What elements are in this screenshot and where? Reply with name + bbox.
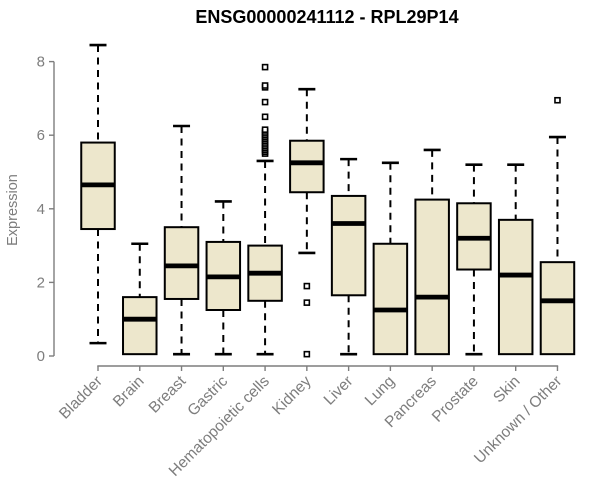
- y-tick-label-0: 0: [37, 348, 45, 365]
- outlier-marker-unknown-other: [554, 96, 561, 104]
- y-tick-label-6: 6: [37, 127, 45, 144]
- outlier-marker-hematopoietic-cells: [261, 63, 269, 71]
- outlier-marker-kidney: [303, 350, 311, 358]
- outlier-marker-hematopoietic-cells: [261, 126, 269, 133]
- outlier-marker-hematopoietic-cells: [261, 113, 269, 121]
- box-breast: [163, 226, 200, 300]
- outlier-marker-hematopoietic-cells: [261, 82, 269, 89]
- box-lung: [372, 242, 409, 356]
- x-tick-label-lung: Lung: [362, 373, 398, 409]
- x-tick-label-kidney: Kidney: [269, 373, 315, 419]
- x-tick-label-prostate: Prostate: [429, 373, 482, 426]
- outlier-marker-hematopoietic-cells: [261, 98, 269, 106]
- box-liver: [330, 194, 367, 297]
- y-tick-label-2: 2: [37, 274, 45, 291]
- x-tick-label-skin: Skin: [490, 373, 523, 406]
- x-tick-label-bladder: Bladder: [56, 373, 106, 423]
- x-tick-label-breast: Breast: [146, 372, 190, 416]
- outlier-marker-kidney: [303, 299, 311, 306]
- box-skin: [497, 218, 534, 356]
- box-pancreas: [414, 198, 450, 356]
- outlier-marker-kidney: [303, 282, 311, 290]
- box-unknown-other: [539, 261, 576, 356]
- y-tick-label-4: 4: [37, 201, 45, 218]
- y-tick-label-8: 8: [37, 54, 45, 71]
- y-axis-label: Expression: [5, 174, 21, 246]
- chart-title: ENSG00000241112 - RPL29P14: [195, 7, 459, 27]
- x-tick-label-liver: Liver: [321, 373, 357, 409]
- box-kidney: [289, 139, 325, 194]
- x-tick-label-brain: Brain: [110, 373, 148, 411]
- box-brain: [122, 296, 158, 356]
